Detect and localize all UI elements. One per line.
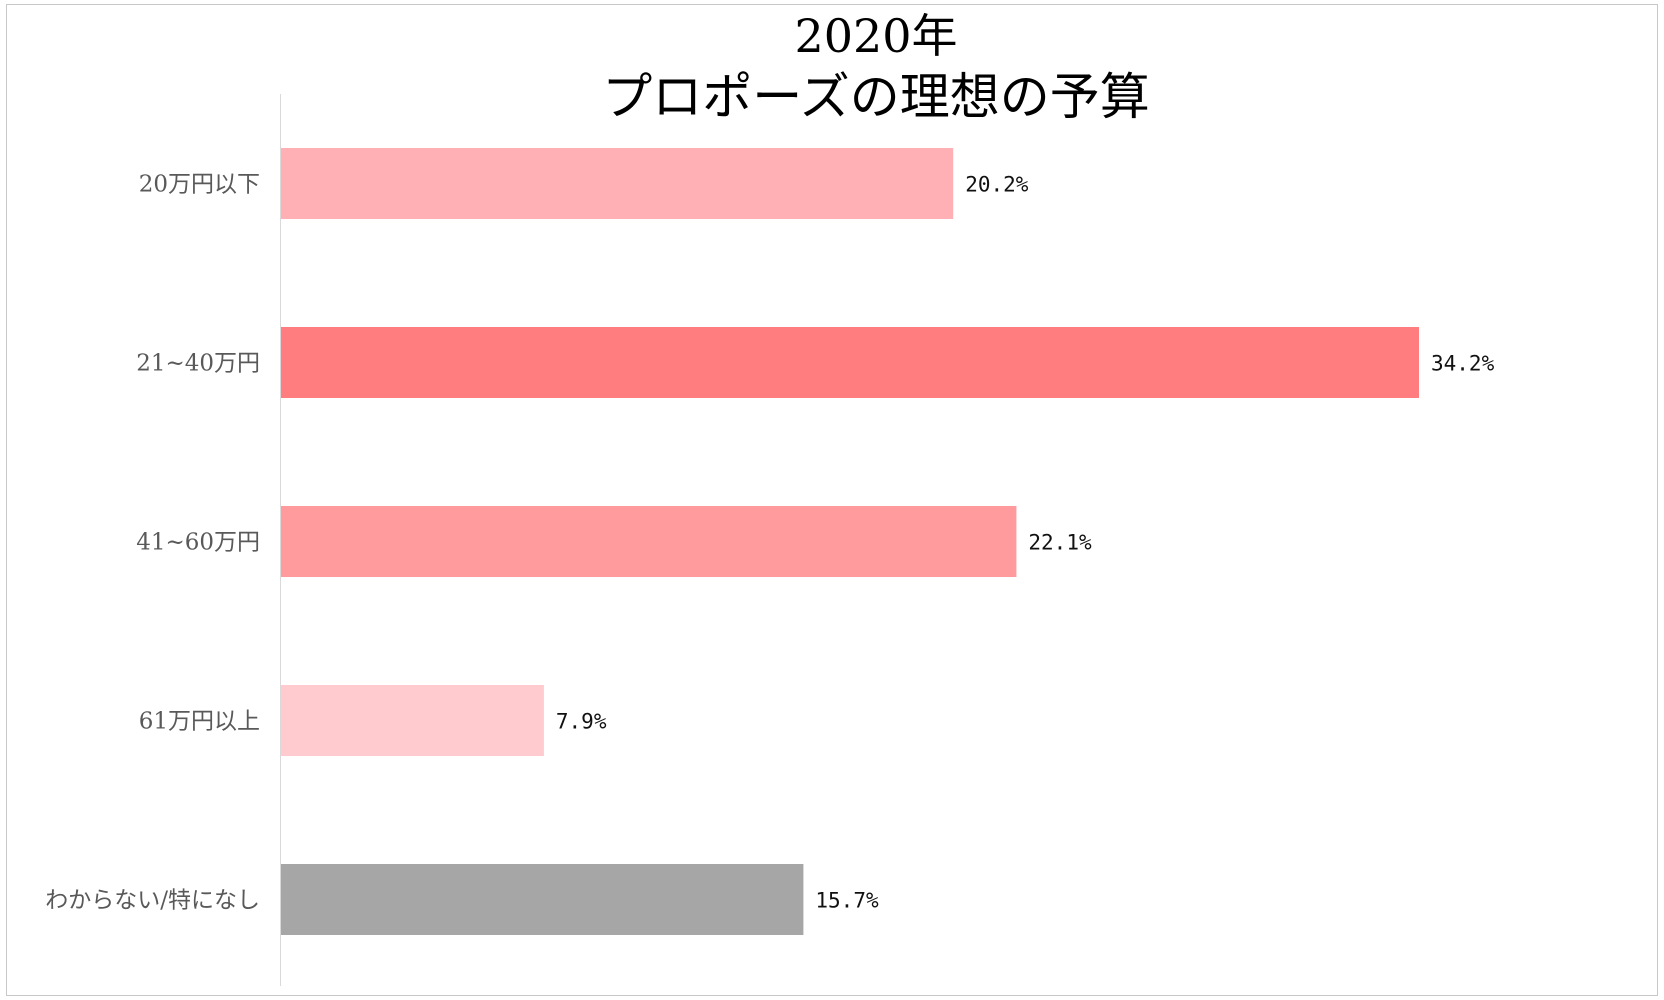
value-label-4: 7.9% bbox=[556, 710, 607, 734]
bar-1 bbox=[281, 148, 954, 219]
bar-3 bbox=[281, 506, 1017, 577]
value-labels: 20.2% 34.2% 22.1% 7.9% 15.7% bbox=[556, 173, 1495, 913]
bar-series bbox=[281, 148, 1419, 935]
category-label-5: わからない/特になし bbox=[45, 888, 260, 914]
value-label-5: 15.7% bbox=[815, 889, 879, 913]
value-label-3: 22.1% bbox=[1028, 531, 1092, 555]
bar-5 bbox=[281, 864, 804, 935]
value-label-2: 34.2% bbox=[1431, 352, 1495, 376]
category-label-3: 41~60万円 bbox=[136, 530, 260, 556]
chart-title: 2020年 プロポーズの理想の予算 bbox=[602, 9, 1150, 126]
category-label-1: 20万円以下 bbox=[139, 172, 260, 198]
value-label-1: 20.2% bbox=[965, 173, 1029, 197]
chart-title-line-2: プロポーズの理想の予算 bbox=[602, 68, 1150, 126]
category-label-4: 61万円以上 bbox=[139, 709, 260, 735]
category-label-2: 21~40万円 bbox=[136, 351, 260, 377]
chart-title-line-1: 2020年 bbox=[794, 9, 957, 63]
bar-2 bbox=[281, 327, 1419, 398]
bar-4 bbox=[281, 685, 544, 756]
